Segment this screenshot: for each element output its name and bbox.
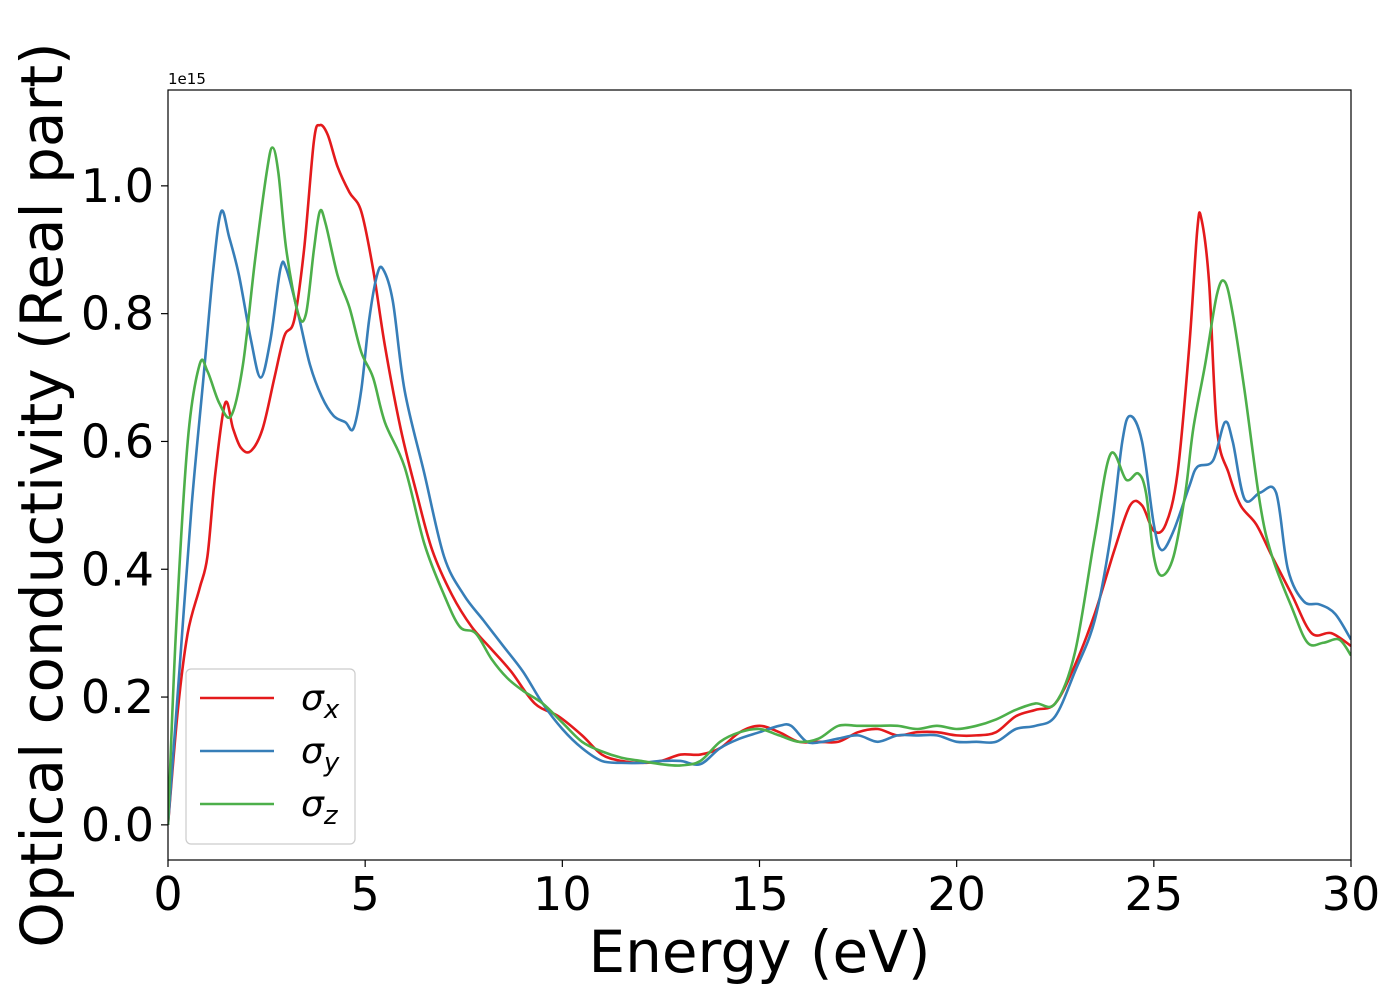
x-tick-label: 25 [1125, 867, 1184, 921]
series-layer [168, 123, 1351, 825]
legend-label-y: σy [301, 731, 340, 778]
x-tick-label: 5 [351, 867, 380, 921]
x-tick-label: 30 [1322, 867, 1381, 921]
x-tick-label: 20 [927, 867, 986, 921]
legend-box [185, 668, 356, 845]
y-tick-label: 0.0 [81, 798, 154, 852]
x-axis-label: Energy (eV) [588, 918, 930, 986]
x-tick-label: 10 [533, 867, 592, 921]
legend: σx σy σz [185, 668, 356, 845]
y-axis: 0.0 0.2 0.4 0.6 0.8 1.0 [81, 159, 168, 852]
legend-label-z: σz [301, 784, 339, 831]
y-tick-label: 0.6 [81, 414, 154, 468]
y-tick-label: 1.0 [81, 159, 154, 213]
series-line-z [168, 146, 1351, 825]
y-axis-label: Optical conductivity (Real part) [8, 42, 76, 947]
x-tick-label: 15 [730, 867, 789, 921]
y-tick-label: 0.2 [81, 670, 154, 724]
x-tick-label: 0 [153, 867, 182, 921]
series-line-y [168, 209, 1351, 825]
y-tick-label: 0.8 [81, 287, 154, 341]
y-offset-label: 1e15 [168, 70, 206, 88]
legend-label-x: σx [301, 678, 340, 725]
x-axis: 0 5 10 15 20 25 30 [153, 860, 1380, 921]
y-tick-label: 0.4 [81, 542, 154, 596]
